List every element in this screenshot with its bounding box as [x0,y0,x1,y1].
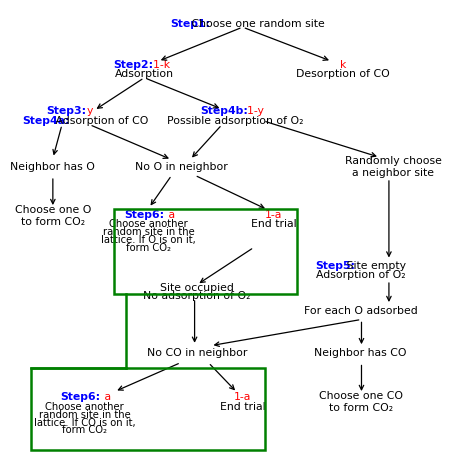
Text: Desorption of CO: Desorption of CO [296,69,390,79]
Text: Adsorption of O₂: Adsorption of O₂ [316,270,405,281]
Text: Adsorption: Adsorption [115,69,174,79]
Text: Possible adsorption of O₂: Possible adsorption of O₂ [167,116,304,126]
Text: Step4b:: Step4b: [201,107,248,117]
Text: 1-y: 1-y [240,107,264,117]
Text: Step3:: Step3: [46,107,87,117]
Text: Step2:: Step2: [113,60,153,70]
Text: No CO in neighbor: No CO in neighbor [146,348,247,358]
Text: Choose another: Choose another [109,219,188,229]
Text: random site in the: random site in the [39,410,131,419]
Text: form CO₂: form CO₂ [63,426,108,436]
Text: random site in the: random site in the [103,228,195,237]
Text: Choose one random site: Choose one random site [188,19,325,29]
Bar [114,209,297,294]
Text: Adsorption of CO: Adsorption of CO [53,116,149,126]
Text: For each O adsorbed: For each O adsorbed [304,306,418,316]
Text: lattice. If CO is on it,: lattice. If CO is on it, [34,418,136,428]
Text: Step6:: Step6: [60,392,100,402]
Text: k: k [340,60,346,70]
Text: Step4a:: Step4a: [23,116,70,126]
Text: Neighbor has CO: Neighbor has CO [314,348,407,358]
Text: a: a [94,392,111,402]
Text: 1-k: 1-k [146,60,170,70]
Text: y: y [80,107,94,117]
Text: No adsorption of O₂: No adsorption of O₂ [143,291,251,301]
Text: Step1:: Step1: [171,19,210,29]
Text: 1-a: 1-a [234,392,251,402]
Text: No O in neighbor: No O in neighbor [135,162,227,172]
Bar [31,368,264,450]
Text: form CO₂: form CO₂ [127,243,172,253]
Text: Site occupied: Site occupied [160,283,234,292]
Text: Randomly choose
a neighbor site: Randomly choose a neighbor site [345,156,442,178]
Text: Step5:: Step5: [316,261,356,271]
Text: Step6:: Step6: [124,210,164,219]
Text: a: a [158,210,175,219]
Text: Neighbor has O: Neighbor has O [10,162,95,172]
Text: End trial: End trial [220,401,265,411]
Text: 1-a: 1-a [265,210,283,219]
Text: Choose one O
to form CO₂: Choose one O to form CO₂ [15,205,91,227]
Text: Choose one CO
to form CO₂: Choose one CO to form CO₂ [319,391,402,413]
Text: Choose another: Choose another [46,401,124,411]
Text: End trial: End trial [251,219,297,229]
Text: Site empty: Site empty [343,261,406,271]
Text: lattice. If O is on it,: lattice. If O is on it, [101,235,196,245]
